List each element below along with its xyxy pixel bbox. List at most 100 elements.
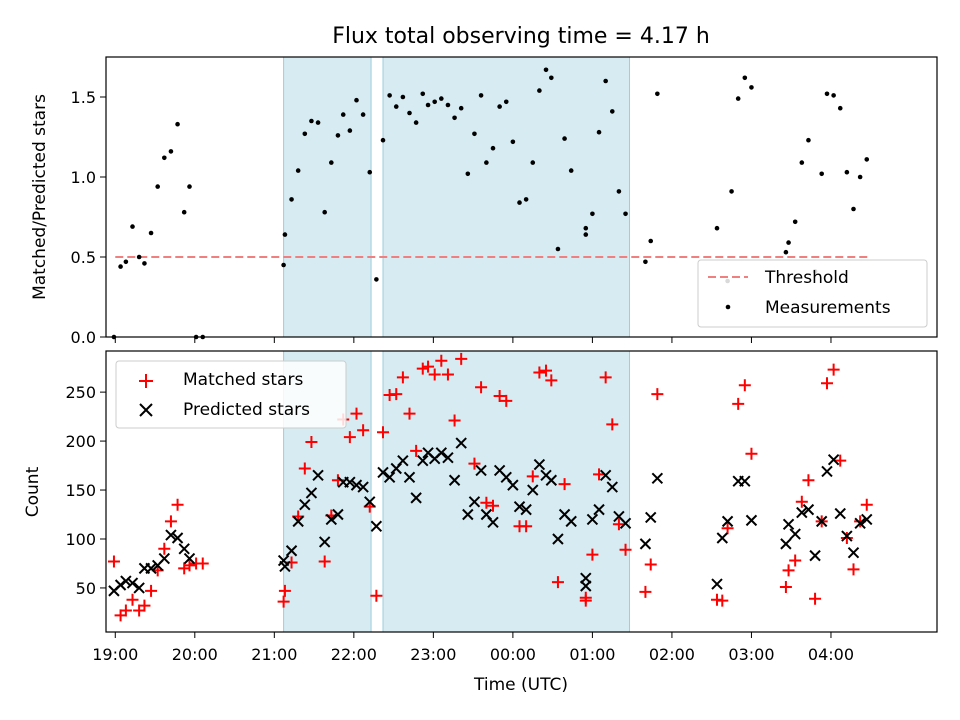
matched-star-point [606,418,619,431]
measurement-point [281,262,286,268]
top-y-axis-label: Matched/Predicted stars [30,94,50,300]
matched-star-point [396,371,409,384]
predicted-star-point [606,481,618,493]
legend-matched-label: Matched stars [183,370,303,390]
predicted-star-point [527,484,539,496]
measurement-point [643,259,648,265]
predicted-star-point [745,514,758,527]
predicted-star-point [383,471,396,484]
measurement-point [824,91,830,97]
bottom-y-axis-label: Count [23,466,43,517]
predicted-star-point [815,515,828,528]
matched-star-point [834,454,847,467]
measurement-point [523,197,529,202]
chart-title: Flux total observing time = 4.17 h [332,24,710,49]
predicted-star-point [854,517,866,530]
matched-star-point [138,599,151,612]
x-tick-label: 01:00 [569,645,615,664]
predicted-star-point [834,507,846,520]
measurement-point [175,121,180,127]
top-y-tick-label: 0.0 [71,328,96,347]
matched-star-point [107,555,120,568]
predicted-star-point [370,520,383,532]
predicted-star-point [847,546,860,559]
predicted-star-point [651,472,664,484]
measurement-point [478,93,484,98]
measurement-point [168,149,174,154]
matched-star-point [599,371,612,384]
measurement-point [510,139,516,145]
predicted-star-point [619,517,632,530]
predicted-star-point [580,580,592,592]
measurement-point [583,225,589,231]
measurement-point [497,104,502,109]
predicted-star-point [133,582,145,594]
predicted-star-point [145,562,157,575]
matched-star-point [357,424,370,437]
measurement-point [393,104,399,109]
matched-star-point [428,368,441,381]
measurement-point [335,133,341,138]
bottom-shaded-interval [382,350,631,633]
measurement-point [783,249,789,255]
measurement-point [590,211,595,217]
matched-star-point [441,368,454,381]
measurement-point [142,261,147,266]
top-y-tick-label: 1.0 [71,168,96,187]
predicted-star-point [711,578,723,590]
predicted-star-point [357,481,369,493]
predicted-star-point [599,469,612,482]
matched-star-point [847,563,860,576]
predicted-star-point [645,511,657,524]
measurement-point [648,238,654,244]
measurement-point [742,75,748,81]
predicted-star-point [410,492,422,504]
matched-star-point [377,426,389,439]
predicted-star-point [545,474,558,486]
measurement-point [729,189,734,194]
bottom-y-tick-label: 250 [65,383,96,402]
matched-star-point [119,604,132,617]
measurement-point [282,232,288,237]
legend-threshold-label: Threshold [764,268,849,288]
measurement-point [420,91,426,97]
matched-star-point [455,352,468,365]
measurement-point [309,118,314,124]
predicted-star-point [344,476,356,488]
measurement-point [837,105,843,111]
measurement-point [118,264,123,269]
predicted-star-point [165,529,177,541]
measurement-point [130,224,135,229]
measurement-point [374,277,379,282]
matched-star-point [716,594,729,607]
measurement-point [623,211,628,217]
measurement-point [295,168,301,173]
predicted-star-point [796,506,808,519]
predicted-star-point [739,475,751,487]
measurement-point [465,171,471,177]
measurement-point [851,206,856,212]
predicted-star-point [821,465,833,478]
measurement-point [583,232,589,237]
top-shaded-interval [382,56,631,338]
measurement-point [123,259,129,265]
top-legend-box [697,259,928,328]
top-panel: 0.0 0.5 1.0 1.5 Matched/Predicted stars Thr… [30,56,938,347]
top-shaded-intervals [283,56,631,338]
matched-star-point [840,532,853,545]
measurement-point [568,168,574,173]
predicted-star-point [435,447,448,459]
matched-star-point [779,580,792,593]
predicted-star-point [397,454,409,467]
bottom-y-tick-label: 150 [65,481,96,500]
matched-star-point [745,447,758,460]
x-tick-label: 19:00 [92,645,138,664]
matched-star-point [493,390,506,403]
measurement-point [136,254,142,260]
matched-star-point [732,397,745,410]
top-y-tick-label: 0.5 [71,248,96,267]
matched-star-point [196,557,209,570]
measurement-point [187,184,192,189]
matched-star-point [305,436,318,449]
